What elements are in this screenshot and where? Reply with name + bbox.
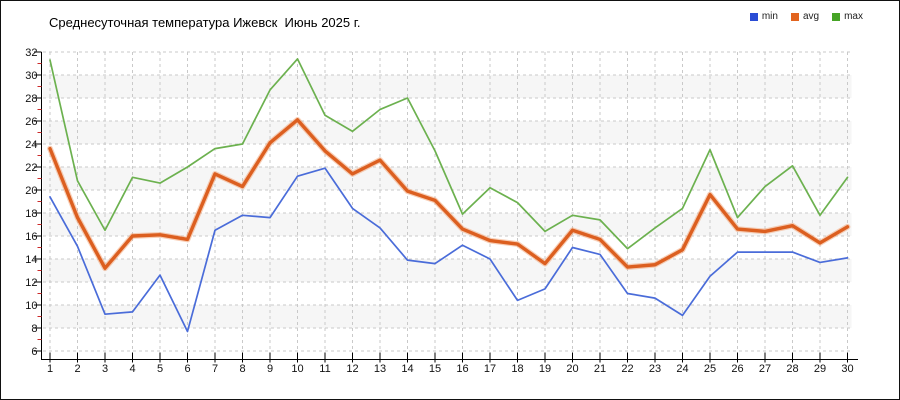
svg-text:8: 8 <box>31 323 37 335</box>
svg-text:14: 14 <box>25 254 37 266</box>
legend-item-avg: avg <box>790 11 820 22</box>
svg-text:5: 5 <box>157 363 163 375</box>
svg-text:8: 8 <box>239 363 245 375</box>
svg-text:18: 18 <box>511 363 523 375</box>
svg-text:28: 28 <box>786 363 798 375</box>
svg-text:2: 2 <box>74 363 80 375</box>
chart-title: Среднесуточная температура Ижевск Июнь 2… <box>49 15 361 30</box>
legend-label-avg: avg <box>802 11 820 22</box>
svg-text:30: 30 <box>25 70 37 82</box>
series-min <box>49 167 849 333</box>
svg-text:6: 6 <box>31 346 37 358</box>
svg-text:11: 11 <box>319 363 330 375</box>
legend-swatch-avg <box>790 12 799 21</box>
svg-text:16: 16 <box>25 231 37 243</box>
legend-label-min: min <box>761 11 778 22</box>
legend: min avg max <box>749 11 863 22</box>
svg-text:18: 18 <box>25 208 37 220</box>
svg-text:15: 15 <box>429 363 441 375</box>
y-minor-ticks <box>37 63 42 340</box>
svg-text:20: 20 <box>566 363 578 375</box>
svg-text:21: 21 <box>594 363 606 375</box>
svg-text:14: 14 <box>401 363 413 375</box>
svg-text:20: 20 <box>25 185 37 197</box>
svg-text:23: 23 <box>649 363 661 375</box>
svg-text:4: 4 <box>129 363 135 375</box>
y-axis <box>41 52 858 360</box>
svg-text:19: 19 <box>539 363 551 375</box>
legend-item-max: max <box>832 11 863 22</box>
svg-text:9: 9 <box>267 363 273 375</box>
plot-bands <box>43 52 852 351</box>
svg-text:24: 24 <box>676 363 688 375</box>
axes <box>34 51 858 363</box>
gridlines <box>43 51 852 352</box>
legend-label-max: max <box>844 11 863 22</box>
legend-item-min: min <box>749 11 778 22</box>
svg-text:3: 3 <box>102 363 108 375</box>
svg-text:26: 26 <box>25 116 37 128</box>
svg-text:26: 26 <box>731 363 743 375</box>
legend-swatch-min <box>749 12 758 21</box>
svg-text:6: 6 <box>184 363 190 375</box>
svg-text:22: 22 <box>25 162 37 174</box>
svg-text:7: 7 <box>212 363 218 375</box>
svg-text:25: 25 <box>704 363 716 375</box>
svg-text:22: 22 <box>621 363 633 375</box>
svg-text:27: 27 <box>759 363 771 375</box>
svg-text:28: 28 <box>25 93 37 105</box>
svg-text:29: 29 <box>814 363 826 375</box>
svg-text:30: 30 <box>841 363 853 375</box>
series-max <box>49 58 849 250</box>
svg-text:10: 10 <box>25 300 37 312</box>
svg-text:17: 17 <box>484 363 496 375</box>
svg-text:24: 24 <box>25 139 37 151</box>
svg-text:16: 16 <box>456 363 468 375</box>
svg-text:32: 32 <box>25 47 37 59</box>
svg-text:13: 13 <box>374 363 386 375</box>
series-avg <box>48 118 850 270</box>
legend-swatch-max <box>832 12 841 21</box>
svg-text:1: 1 <box>47 363 53 375</box>
svg-text:12: 12 <box>346 363 358 375</box>
svg-text:10: 10 <box>291 363 303 375</box>
svg-text:12: 12 <box>25 277 37 289</box>
